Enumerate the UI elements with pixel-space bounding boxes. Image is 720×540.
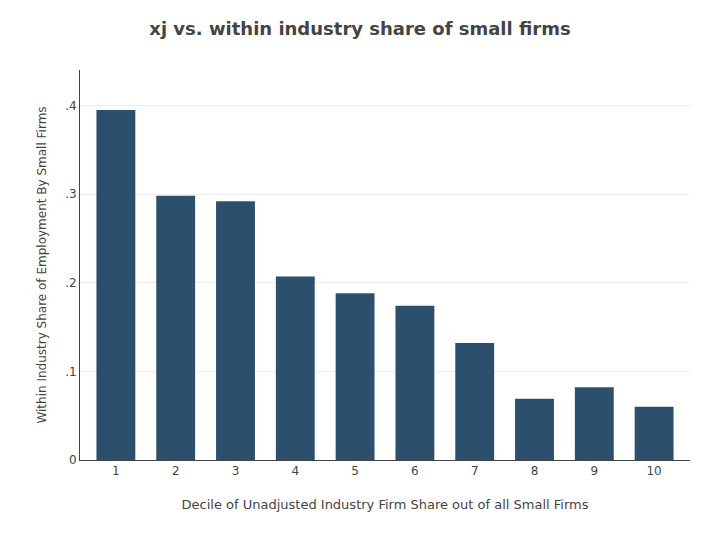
- svg-text:xj vs. within industry share o: xj vs. within industry share of small fi…: [149, 18, 570, 39]
- svg-text:.4: .4: [65, 99, 76, 113]
- svg-text:Decile of Unadjusted Industry: Decile of Unadjusted Industry Firm Share…: [182, 497, 589, 512]
- svg-text:8: 8: [531, 464, 539, 478]
- svg-text:2: 2: [172, 464, 180, 478]
- svg-text:9: 9: [590, 464, 598, 478]
- svg-text:3: 3: [232, 464, 240, 478]
- svg-text:.3: .3: [65, 187, 76, 201]
- svg-text:.1: .1: [65, 365, 76, 379]
- svg-text:0: 0: [69, 453, 77, 467]
- svg-text:6: 6: [411, 464, 419, 478]
- svg-text:Within Industry Share of Emplo: Within Industry Share of Employment By S…: [35, 106, 49, 423]
- svg-text:10: 10: [646, 464, 661, 478]
- svg-text:4: 4: [291, 464, 299, 478]
- svg-text:5: 5: [351, 464, 359, 478]
- svg-text:1: 1: [112, 464, 120, 478]
- svg-text:7: 7: [471, 464, 479, 478]
- svg-text:.2: .2: [65, 276, 76, 290]
